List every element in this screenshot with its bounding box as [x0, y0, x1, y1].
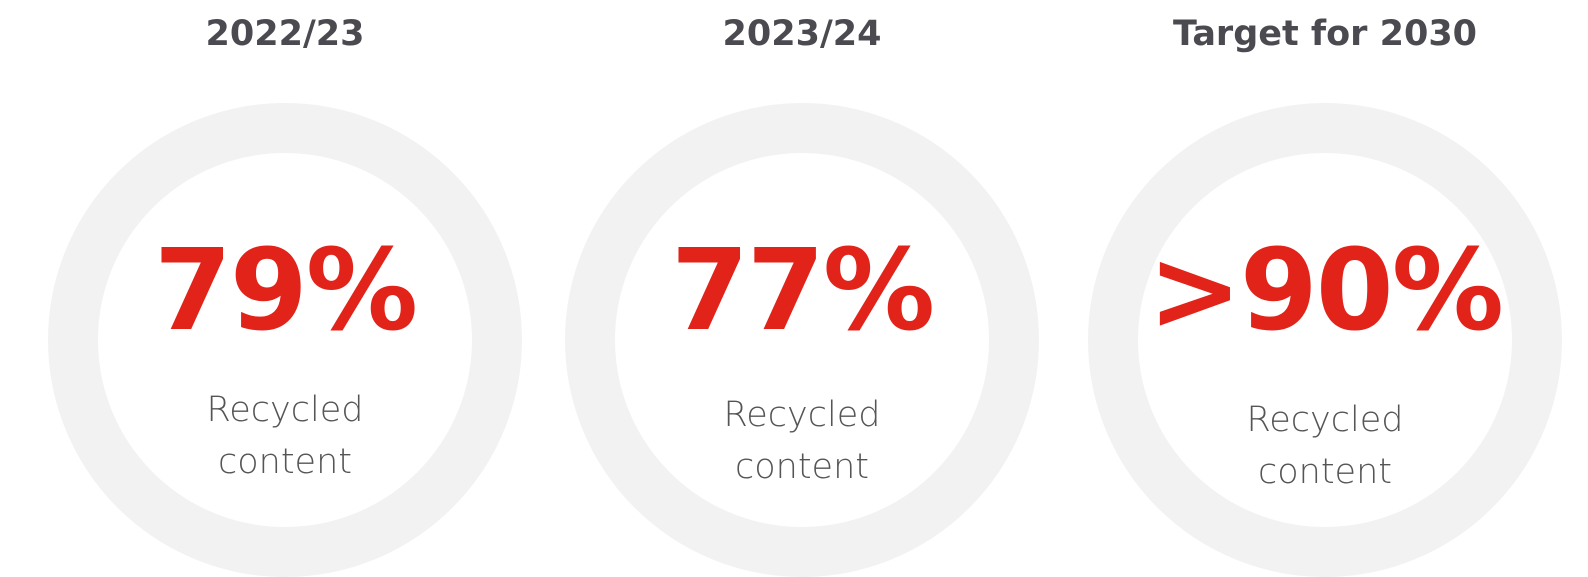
- stat-column: Target for 2030 >90% Recycled content: [1065, 0, 1585, 577]
- stat-value: >90%: [1148, 226, 1504, 356]
- caption: Recycled content: [723, 395, 881, 487]
- caption: Recycled content: [206, 390, 364, 482]
- heading: 2022/23: [205, 14, 365, 54]
- stat-column: 2023/24 77% Recycled content: [542, 0, 1062, 577]
- stat-value: 79%: [153, 226, 418, 356]
- heading: Target for 2030: [1172, 14, 1478, 54]
- stat-value: 77%: [670, 226, 935, 356]
- heading: 2023/24: [722, 14, 882, 54]
- stat-column: 2022/23 79% Recycled content: [25, 0, 545, 577]
- caption: Recycled content: [1246, 400, 1404, 492]
